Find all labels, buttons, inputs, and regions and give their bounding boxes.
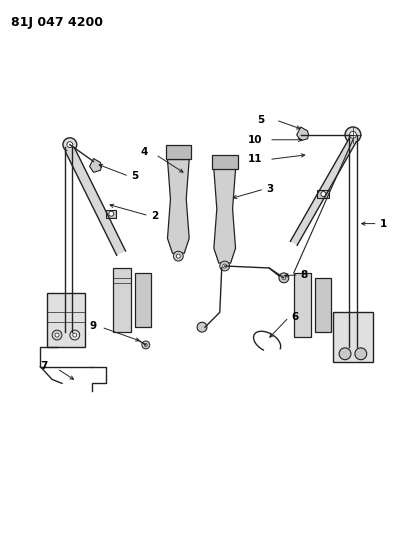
Circle shape <box>63 138 77 151</box>
FancyBboxPatch shape <box>113 268 131 332</box>
Circle shape <box>222 264 226 268</box>
Text: 5: 5 <box>131 171 138 181</box>
Polygon shape <box>211 155 237 169</box>
Circle shape <box>67 142 72 148</box>
Circle shape <box>344 127 360 143</box>
Text: 5: 5 <box>257 115 264 125</box>
Circle shape <box>144 343 147 346</box>
Circle shape <box>320 191 325 197</box>
FancyBboxPatch shape <box>317 190 328 198</box>
Circle shape <box>109 211 113 216</box>
Circle shape <box>219 261 229 271</box>
Circle shape <box>281 276 285 280</box>
Polygon shape <box>90 158 101 172</box>
Polygon shape <box>65 148 125 255</box>
Circle shape <box>176 254 180 258</box>
Text: 8: 8 <box>300 270 307 280</box>
Text: 9: 9 <box>90 321 96 331</box>
Text: 1: 1 <box>379 219 386 229</box>
FancyBboxPatch shape <box>47 293 84 347</box>
Circle shape <box>196 322 207 332</box>
Text: 6: 6 <box>291 312 298 322</box>
Text: 10: 10 <box>247 135 261 145</box>
Circle shape <box>55 333 59 337</box>
Polygon shape <box>167 159 189 253</box>
Polygon shape <box>213 169 235 263</box>
Text: 81J 047 4200: 81J 047 4200 <box>11 17 102 29</box>
Circle shape <box>72 333 77 337</box>
FancyBboxPatch shape <box>293 273 311 337</box>
Circle shape <box>173 251 183 261</box>
FancyBboxPatch shape <box>333 312 372 362</box>
Text: 11: 11 <box>247 155 261 165</box>
Polygon shape <box>290 138 356 245</box>
Circle shape <box>141 341 149 349</box>
Circle shape <box>338 348 350 360</box>
FancyBboxPatch shape <box>106 210 116 217</box>
Text: 7: 7 <box>40 361 47 370</box>
Text: 4: 4 <box>141 147 148 157</box>
Circle shape <box>52 330 62 340</box>
Circle shape <box>278 273 288 283</box>
Polygon shape <box>296 127 308 141</box>
FancyBboxPatch shape <box>315 278 330 332</box>
Text: 2: 2 <box>150 211 158 221</box>
Text: 3: 3 <box>265 184 273 194</box>
Circle shape <box>354 348 366 360</box>
FancyBboxPatch shape <box>134 273 150 327</box>
Circle shape <box>349 131 356 138</box>
Polygon shape <box>165 144 191 159</box>
